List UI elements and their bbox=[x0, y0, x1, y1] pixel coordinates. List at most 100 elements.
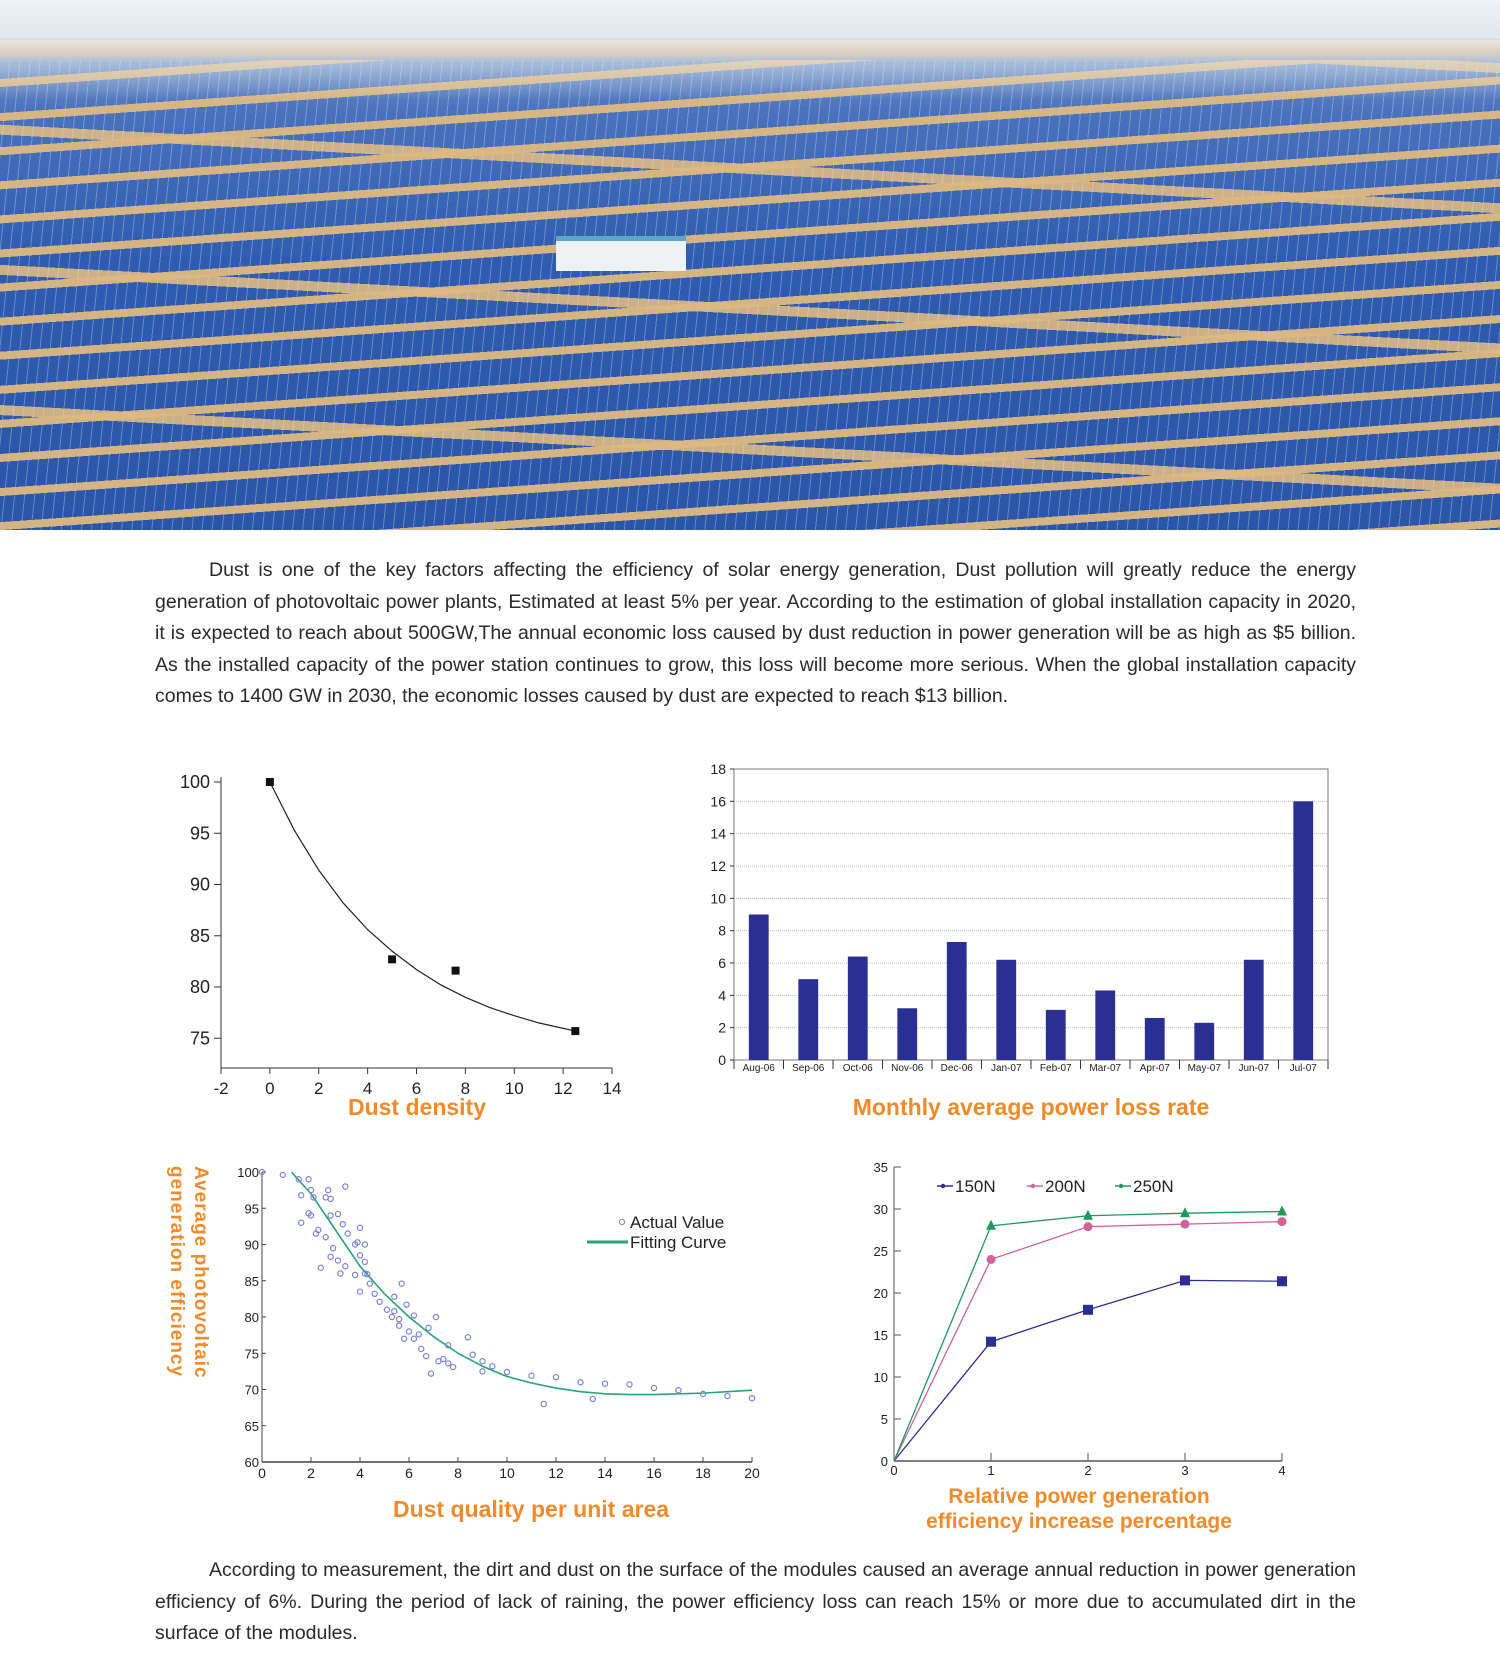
actual-value-point bbox=[356, 1224, 364, 1232]
y-tick-label: 65 bbox=[245, 1419, 259, 1434]
marker-250N bbox=[1083, 1209, 1093, 1220]
actual-value-point bbox=[388, 1313, 396, 1321]
y-tick-label: 90 bbox=[190, 875, 210, 895]
marker-150N bbox=[1083, 1304, 1093, 1315]
data-point bbox=[388, 955, 397, 964]
x-tick-label: 4 bbox=[356, 1465, 364, 1481]
actual-value-point bbox=[626, 1381, 633, 1388]
actual-value-point bbox=[675, 1387, 682, 1394]
plot-frame bbox=[733, 768, 1329, 1061]
actual-value-point bbox=[339, 1220, 347, 1228]
x-tick-label: 8 bbox=[461, 1079, 470, 1098]
marker-150N bbox=[1180, 1275, 1190, 1286]
actual-value-point bbox=[361, 1241, 369, 1248]
y-tick-label: 14 bbox=[710, 826, 726, 842]
chart-title-dust-quality: Dust quality per unit area bbox=[392, 1496, 670, 1522]
y-tick-label: 35 bbox=[874, 1160, 888, 1175]
x-tick-label: May-07 bbox=[1188, 1063, 1222, 1074]
x-tick-label: 0 bbox=[265, 1079, 274, 1098]
actual-value-point bbox=[383, 1306, 391, 1313]
actual-value-point bbox=[361, 1258, 369, 1266]
actual-value-point bbox=[418, 1345, 425, 1353]
y-tick-label: 12 bbox=[710, 858, 726, 874]
legend-label-fitting: Fitting Curve bbox=[630, 1233, 726, 1252]
x-tick-label: 16 bbox=[646, 1465, 662, 1481]
actual-value-point bbox=[307, 1186, 315, 1194]
x-tick-label: 10 bbox=[499, 1465, 515, 1481]
marker-150N bbox=[1277, 1276, 1287, 1287]
actual-value-point bbox=[351, 1271, 359, 1279]
y-tick-label: 80 bbox=[245, 1310, 259, 1325]
actual-value-point bbox=[425, 1324, 432, 1332]
marker-250N bbox=[1277, 1205, 1287, 1216]
x-tick-label: 4 bbox=[1278, 1463, 1285, 1478]
y-tick-label: 75 bbox=[190, 1028, 210, 1048]
legend-marker-200N bbox=[1030, 1183, 1036, 1189]
actual-value-point bbox=[354, 1239, 361, 1246]
bar bbox=[996, 959, 1017, 1060]
bar bbox=[847, 956, 868, 1060]
actual-value-point bbox=[528, 1372, 535, 1379]
x-tick-label: 2 bbox=[307, 1465, 315, 1481]
x-tick-label: 14 bbox=[603, 1079, 622, 1098]
actual-value-point bbox=[395, 1315, 403, 1323]
ylabel-line-1: Average photovoltaic bbox=[190, 1166, 211, 1379]
y-tick-label: 90 bbox=[245, 1238, 259, 1253]
actual-value-point bbox=[479, 1368, 486, 1375]
actual-value-point bbox=[327, 1212, 334, 1219]
actual-value-point bbox=[432, 1313, 440, 1321]
bar bbox=[946, 941, 967, 1060]
actual-value-point bbox=[540, 1400, 547, 1408]
title-line-1: Relative power generation bbox=[948, 1485, 1210, 1508]
actual-value-point bbox=[344, 1230, 351, 1237]
y-tick-label: 10 bbox=[874, 1370, 888, 1385]
x-tick-label: 10 bbox=[505, 1079, 524, 1098]
bar bbox=[1144, 1017, 1165, 1060]
y-tick-label: 30 bbox=[874, 1202, 888, 1217]
y-tick-label: 85 bbox=[245, 1274, 259, 1289]
solar-farm-photo bbox=[0, 0, 1500, 530]
legend-label-150N: 150N bbox=[955, 1177, 996, 1196]
actual-value-point bbox=[748, 1394, 756, 1402]
actual-value-point bbox=[337, 1270, 344, 1277]
chart-ylabel-efficiency: Average photovoltaic generation efficienc… bbox=[164, 1166, 212, 1379]
actual-value-point bbox=[489, 1363, 496, 1370]
actual-value-point bbox=[650, 1384, 658, 1392]
y-tick-label: 15 bbox=[874, 1328, 888, 1343]
intro-text: Dust is one of the key factors affecting… bbox=[155, 559, 1356, 707]
actual-value-point bbox=[334, 1257, 342, 1264]
actual-value-point bbox=[699, 1390, 707, 1398]
bar bbox=[1045, 1009, 1066, 1060]
x-tick-label: Nov-06 bbox=[891, 1063, 924, 1074]
x-tick-label: Sep-06 bbox=[792, 1063, 825, 1074]
bar bbox=[1095, 990, 1116, 1060]
actual-value-point bbox=[356, 1252, 364, 1259]
actual-value-point bbox=[334, 1210, 342, 1218]
marker-200N bbox=[1277, 1217, 1287, 1227]
marker-150N bbox=[986, 1336, 996, 1347]
y-tick-label: 0 bbox=[718, 1052, 726, 1068]
x-tick-label: Jul-07 bbox=[1290, 1063, 1318, 1074]
y-tick-label: 2 bbox=[718, 1020, 726, 1036]
y-tick-label: 60 bbox=[245, 1455, 259, 1470]
actual-value-point bbox=[279, 1171, 287, 1179]
x-tick-label: Oct-06 bbox=[843, 1063, 873, 1074]
actual-value-point bbox=[444, 1342, 452, 1349]
y-tick-label: 4 bbox=[718, 987, 726, 1003]
actual-value-point bbox=[327, 1253, 334, 1261]
legend-marker-250N bbox=[1118, 1183, 1124, 1189]
x-tick-label: 20 bbox=[744, 1465, 760, 1481]
actual-value-point bbox=[364, 1271, 371, 1278]
efficiency-increase-chart: 0 5 10 15 20 25 30 35 0 1 2 3 4 150N 200N 250N bbox=[874, 1160, 1287, 1478]
actual-value-point bbox=[371, 1290, 378, 1297]
efficiency-scatter-chart: 60 65 70 75 80 85 90 95 100 0 2 4 6 8 10 12 14 16 18 20 Actu… bbox=[237, 1165, 760, 1481]
bar bbox=[798, 979, 819, 1060]
y-tick-label: 6 bbox=[718, 955, 726, 971]
closing-paragraph: According to measurement, the dirt and d… bbox=[155, 1555, 1356, 1650]
fitting-curve bbox=[290, 1171, 753, 1396]
ylabel-line-2: generation efficiency bbox=[166, 1166, 187, 1378]
bar bbox=[748, 914, 769, 1060]
actual-value-point bbox=[356, 1288, 364, 1295]
y-tick-label: 20 bbox=[874, 1286, 888, 1301]
y-tick-label: 85 bbox=[190, 926, 210, 946]
